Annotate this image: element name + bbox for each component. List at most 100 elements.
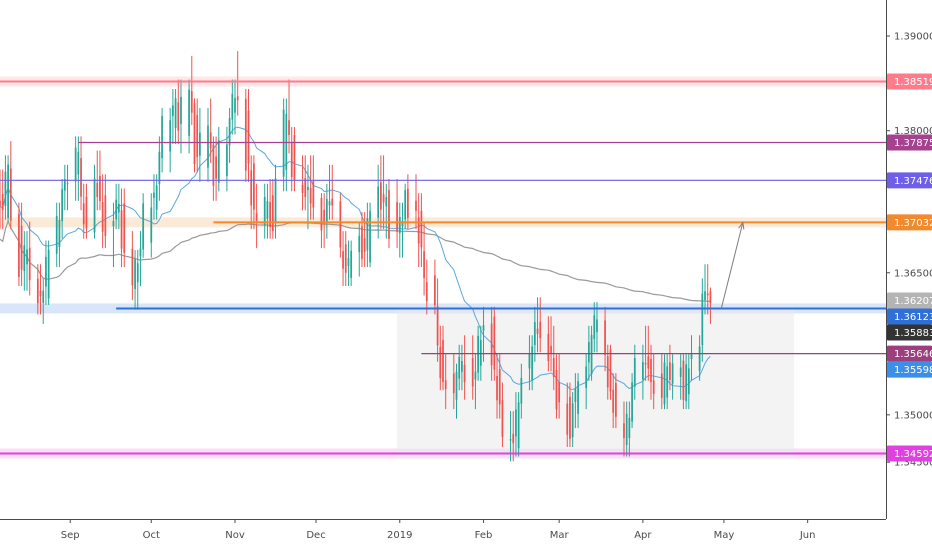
y-tick-label: 1.35000	[894, 410, 932, 421]
x-tick-label: Oct	[143, 530, 160, 541]
label-bg	[887, 134, 932, 151]
candle-down	[99, 175, 101, 202]
candle-down	[18, 213, 20, 277]
candle-down	[209, 132, 212, 149]
candle-up	[642, 362, 644, 380]
candle-down	[301, 184, 304, 193]
candle-down	[604, 320, 606, 355]
candle-up	[350, 250, 353, 278]
candle-down	[80, 158, 82, 197]
candle-up	[631, 382, 633, 422]
candle-down	[382, 194, 385, 203]
candle-down	[320, 197, 323, 231]
candle-down	[669, 362, 671, 381]
candle-up	[188, 89, 190, 136]
candle-down	[104, 195, 107, 236]
candle-down	[650, 358, 652, 383]
resistance-top-label: 1.38519	[887, 73, 932, 90]
candle-down	[498, 369, 501, 405]
x-tick-label: Sep	[61, 530, 80, 541]
label-bg	[887, 214, 932, 231]
candle-down	[512, 433, 515, 444]
label-value: 1.36207	[894, 296, 932, 307]
candle-up	[704, 291, 706, 301]
x-tick-label: Dec	[306, 530, 325, 541]
candle-down	[612, 389, 615, 413]
candle-down	[550, 345, 552, 354]
candle-down	[304, 178, 307, 197]
candle-up	[234, 97, 236, 113]
candle-up	[142, 203, 145, 250]
candle-up	[263, 196, 266, 226]
candle-up	[701, 293, 704, 346]
candle-down	[250, 170, 253, 206]
candle-down	[215, 156, 217, 179]
candle-up	[266, 201, 269, 219]
candle-up	[169, 120, 172, 152]
candle-up	[117, 203, 120, 213]
candle-up	[404, 190, 407, 220]
candle-down	[28, 247, 31, 281]
candle-down	[407, 188, 409, 218]
candle-up	[369, 210, 371, 263]
candle-down	[623, 423, 625, 439]
y-tick-label: 1.38000	[894, 126, 932, 137]
candle-down	[255, 213, 258, 222]
candle-down	[644, 363, 647, 365]
candle-up	[325, 199, 328, 222]
candle-up	[42, 290, 45, 303]
candle-up	[509, 439, 512, 441]
candle-down	[415, 200, 417, 211]
label-value: 1.35646	[894, 349, 932, 360]
candle-down	[363, 238, 366, 252]
candle-down	[566, 403, 569, 435]
candle-down	[196, 115, 199, 158]
candle-up	[150, 207, 153, 243]
x-tick-label: Mar	[550, 530, 570, 541]
candle-up	[134, 259, 136, 290]
candle-down	[342, 251, 344, 269]
label-value: 1.36123	[894, 312, 932, 323]
candle-up	[533, 322, 536, 346]
candle-up	[577, 381, 579, 414]
x-tick-label: Jun	[799, 530, 816, 541]
candle-up	[172, 105, 174, 117]
candle-down	[471, 357, 474, 387]
candlesticks	[0, 51, 712, 462]
ma-fast-line	[0, 126, 711, 390]
candle-down	[20, 225, 23, 270]
candle-down	[131, 248, 134, 286]
candle-down	[417, 217, 420, 244]
y-tick-label: 1.36500	[894, 268, 932, 279]
candle-up	[115, 199, 118, 220]
candle-up	[585, 366, 588, 389]
candle-up	[226, 144, 228, 176]
consolidation-box	[397, 308, 795, 458]
candle-down	[309, 187, 312, 204]
candle-up	[347, 257, 350, 266]
ma-slow-line	[0, 219, 711, 303]
candle-down	[536, 328, 539, 334]
neckline-label: 1.36123	[887, 308, 932, 325]
candle-up	[574, 388, 577, 402]
candle-up	[358, 235, 361, 253]
candle-down	[244, 98, 247, 171]
label-bg	[887, 361, 932, 378]
candle-down	[615, 382, 617, 417]
candle-down	[496, 375, 498, 401]
label-bg	[887, 292, 932, 309]
label-value: 1.37032	[894, 218, 932, 229]
candle-down	[212, 144, 215, 186]
candle-down	[323, 209, 326, 224]
label-value: 1.37875	[894, 138, 932, 149]
candle-up	[517, 402, 520, 449]
moving-averages	[0, 126, 711, 390]
candle-up	[55, 215, 58, 254]
candle-up	[161, 116, 163, 159]
candle-up	[461, 361, 463, 372]
label-value: 1.35883	[894, 328, 932, 339]
candle-up	[571, 403, 574, 438]
candle-up	[180, 96, 182, 124]
candle-down	[434, 275, 436, 306]
